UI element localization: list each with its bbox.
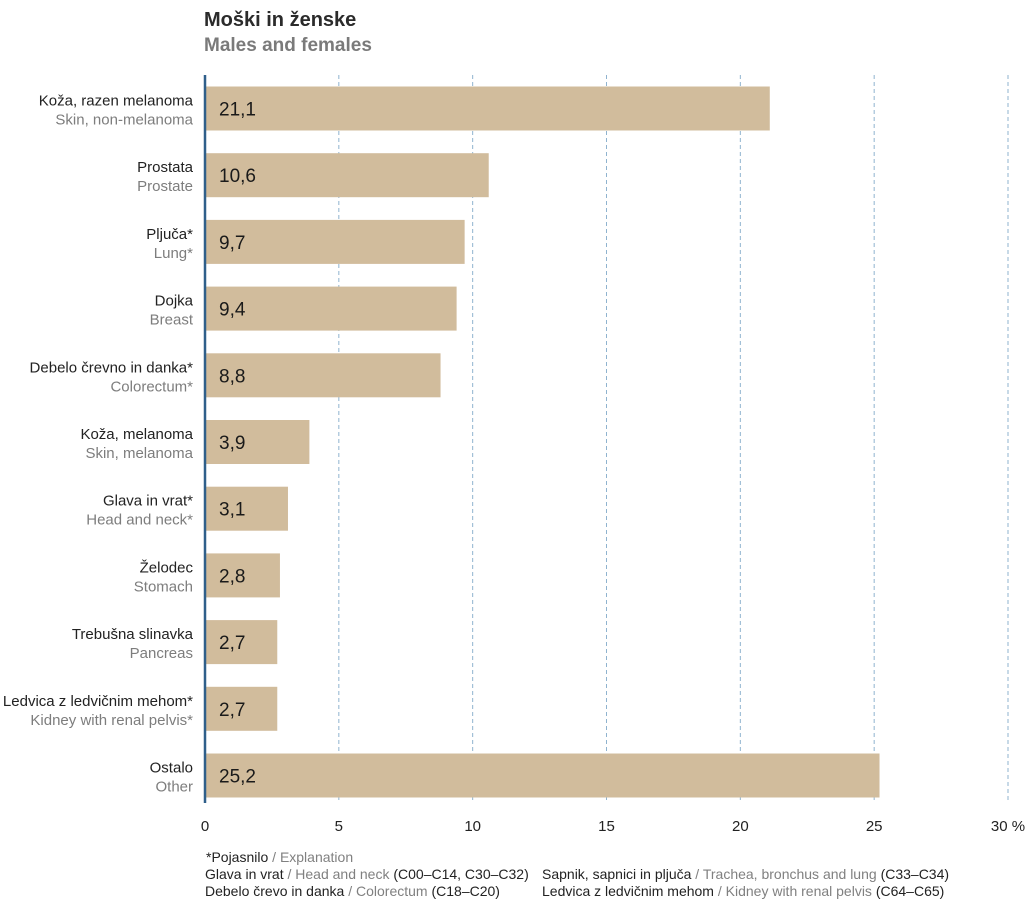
- category-label-en: Kidney with renal pelvis*: [30, 712, 193, 729]
- category-label-en: Skin, non-melanoma: [55, 112, 193, 129]
- category-label-en: Skin, melanoma: [85, 445, 193, 462]
- bar-value-label: 3,1: [219, 500, 245, 521]
- bar: [205, 686, 278, 731]
- bar-value-label: 9,4: [219, 300, 246, 321]
- bar-value-label: 8,8: [219, 366, 245, 387]
- notes-header-sl: *Pojasnilo: [206, 849, 269, 865]
- bar-value-label: 2,8: [219, 566, 245, 587]
- note-row: Glava in vrat / Head and neck (C00–C14, …: [205, 866, 529, 882]
- notes-column-2: Sapnik, sapnici in pljuča / Trachea, bro…: [542, 866, 949, 900]
- category-label-en: Head and neck*: [86, 512, 193, 529]
- category-label-en: Other: [155, 779, 193, 796]
- category-label: Debelo črevno in danka*: [30, 359, 194, 376]
- bar: [205, 153, 489, 198]
- x-tick-label: 15: [598, 818, 615, 835]
- bar: [205, 353, 441, 398]
- bar-value-label: 2,7: [219, 700, 245, 721]
- category-label-en: Pancreas: [130, 645, 193, 662]
- category-label-en: Colorectum*: [110, 378, 193, 395]
- category-label-en: Prostate: [137, 178, 193, 195]
- notes-header: *Pojasnilo / Explanation: [206, 849, 354, 865]
- category-label-en: Breast: [150, 312, 194, 329]
- x-tick-label: 0: [201, 818, 209, 835]
- bar: [205, 86, 770, 131]
- bar-value-label: 9,7: [219, 233, 245, 254]
- chart-subtitle: Males and females: [204, 35, 372, 56]
- bar: [205, 420, 310, 464]
- note-row: Ledvica z ledvičnim mehom / Kidney with …: [542, 883, 945, 899]
- bar: [205, 620, 278, 665]
- bar: [205, 553, 280, 598]
- category-label: Koža, melanoma: [80, 426, 193, 443]
- bar: [205, 753, 880, 798]
- note-row: Debelo črevo in danka / Colorectum (C18–…: [205, 883, 500, 899]
- bar-chart: 21,1 Koža, razen melanoma Skin, non-melano…: [3, 75, 1025, 835]
- x-tick-label: 10: [464, 818, 481, 835]
- bar: [205, 486, 288, 531]
- chart-title: Moški in ženske: [204, 9, 357, 31]
- category-label: Ostalo: [150, 760, 193, 777]
- bar-value-label: 21,1: [219, 100, 256, 121]
- x-tick-label: 30 %: [991, 818, 1025, 835]
- category-label: Koža, razen melanoma: [39, 93, 194, 110]
- note-row: Sapnik, sapnici in pljuča / Trachea, bro…: [542, 866, 950, 882]
- bar-value-label: 10,6: [219, 166, 256, 187]
- category-label: Prostata: [137, 159, 194, 176]
- category-label-en: Stomach: [134, 578, 193, 595]
- category-label: Pljuča*: [146, 226, 193, 243]
- category-label: Trebušna slinavka: [72, 626, 194, 643]
- notes-column-1: Glava in vrat / Head and neck (C00–C14, …: [205, 866, 529, 900]
- bar-value-label: 2,7: [219, 633, 245, 654]
- bar: [205, 219, 465, 264]
- category-label-en: Lung*: [154, 245, 193, 262]
- category-label: Ledvica z ledvičnim mehom*: [3, 693, 193, 710]
- x-tick-label: 25: [866, 818, 883, 835]
- bar-value-label: 3,9: [219, 433, 245, 454]
- category-label: Želodec: [140, 559, 194, 576]
- x-tick-label: 20: [732, 818, 749, 835]
- bar: [205, 286, 457, 331]
- bar-value-label: 25,2: [219, 767, 256, 788]
- category-label: Glava in vrat*: [103, 493, 193, 510]
- category-label: Dojka: [155, 293, 194, 310]
- x-tick-label: 5: [335, 818, 343, 835]
- notes-header-en: Explanation: [279, 849, 354, 865]
